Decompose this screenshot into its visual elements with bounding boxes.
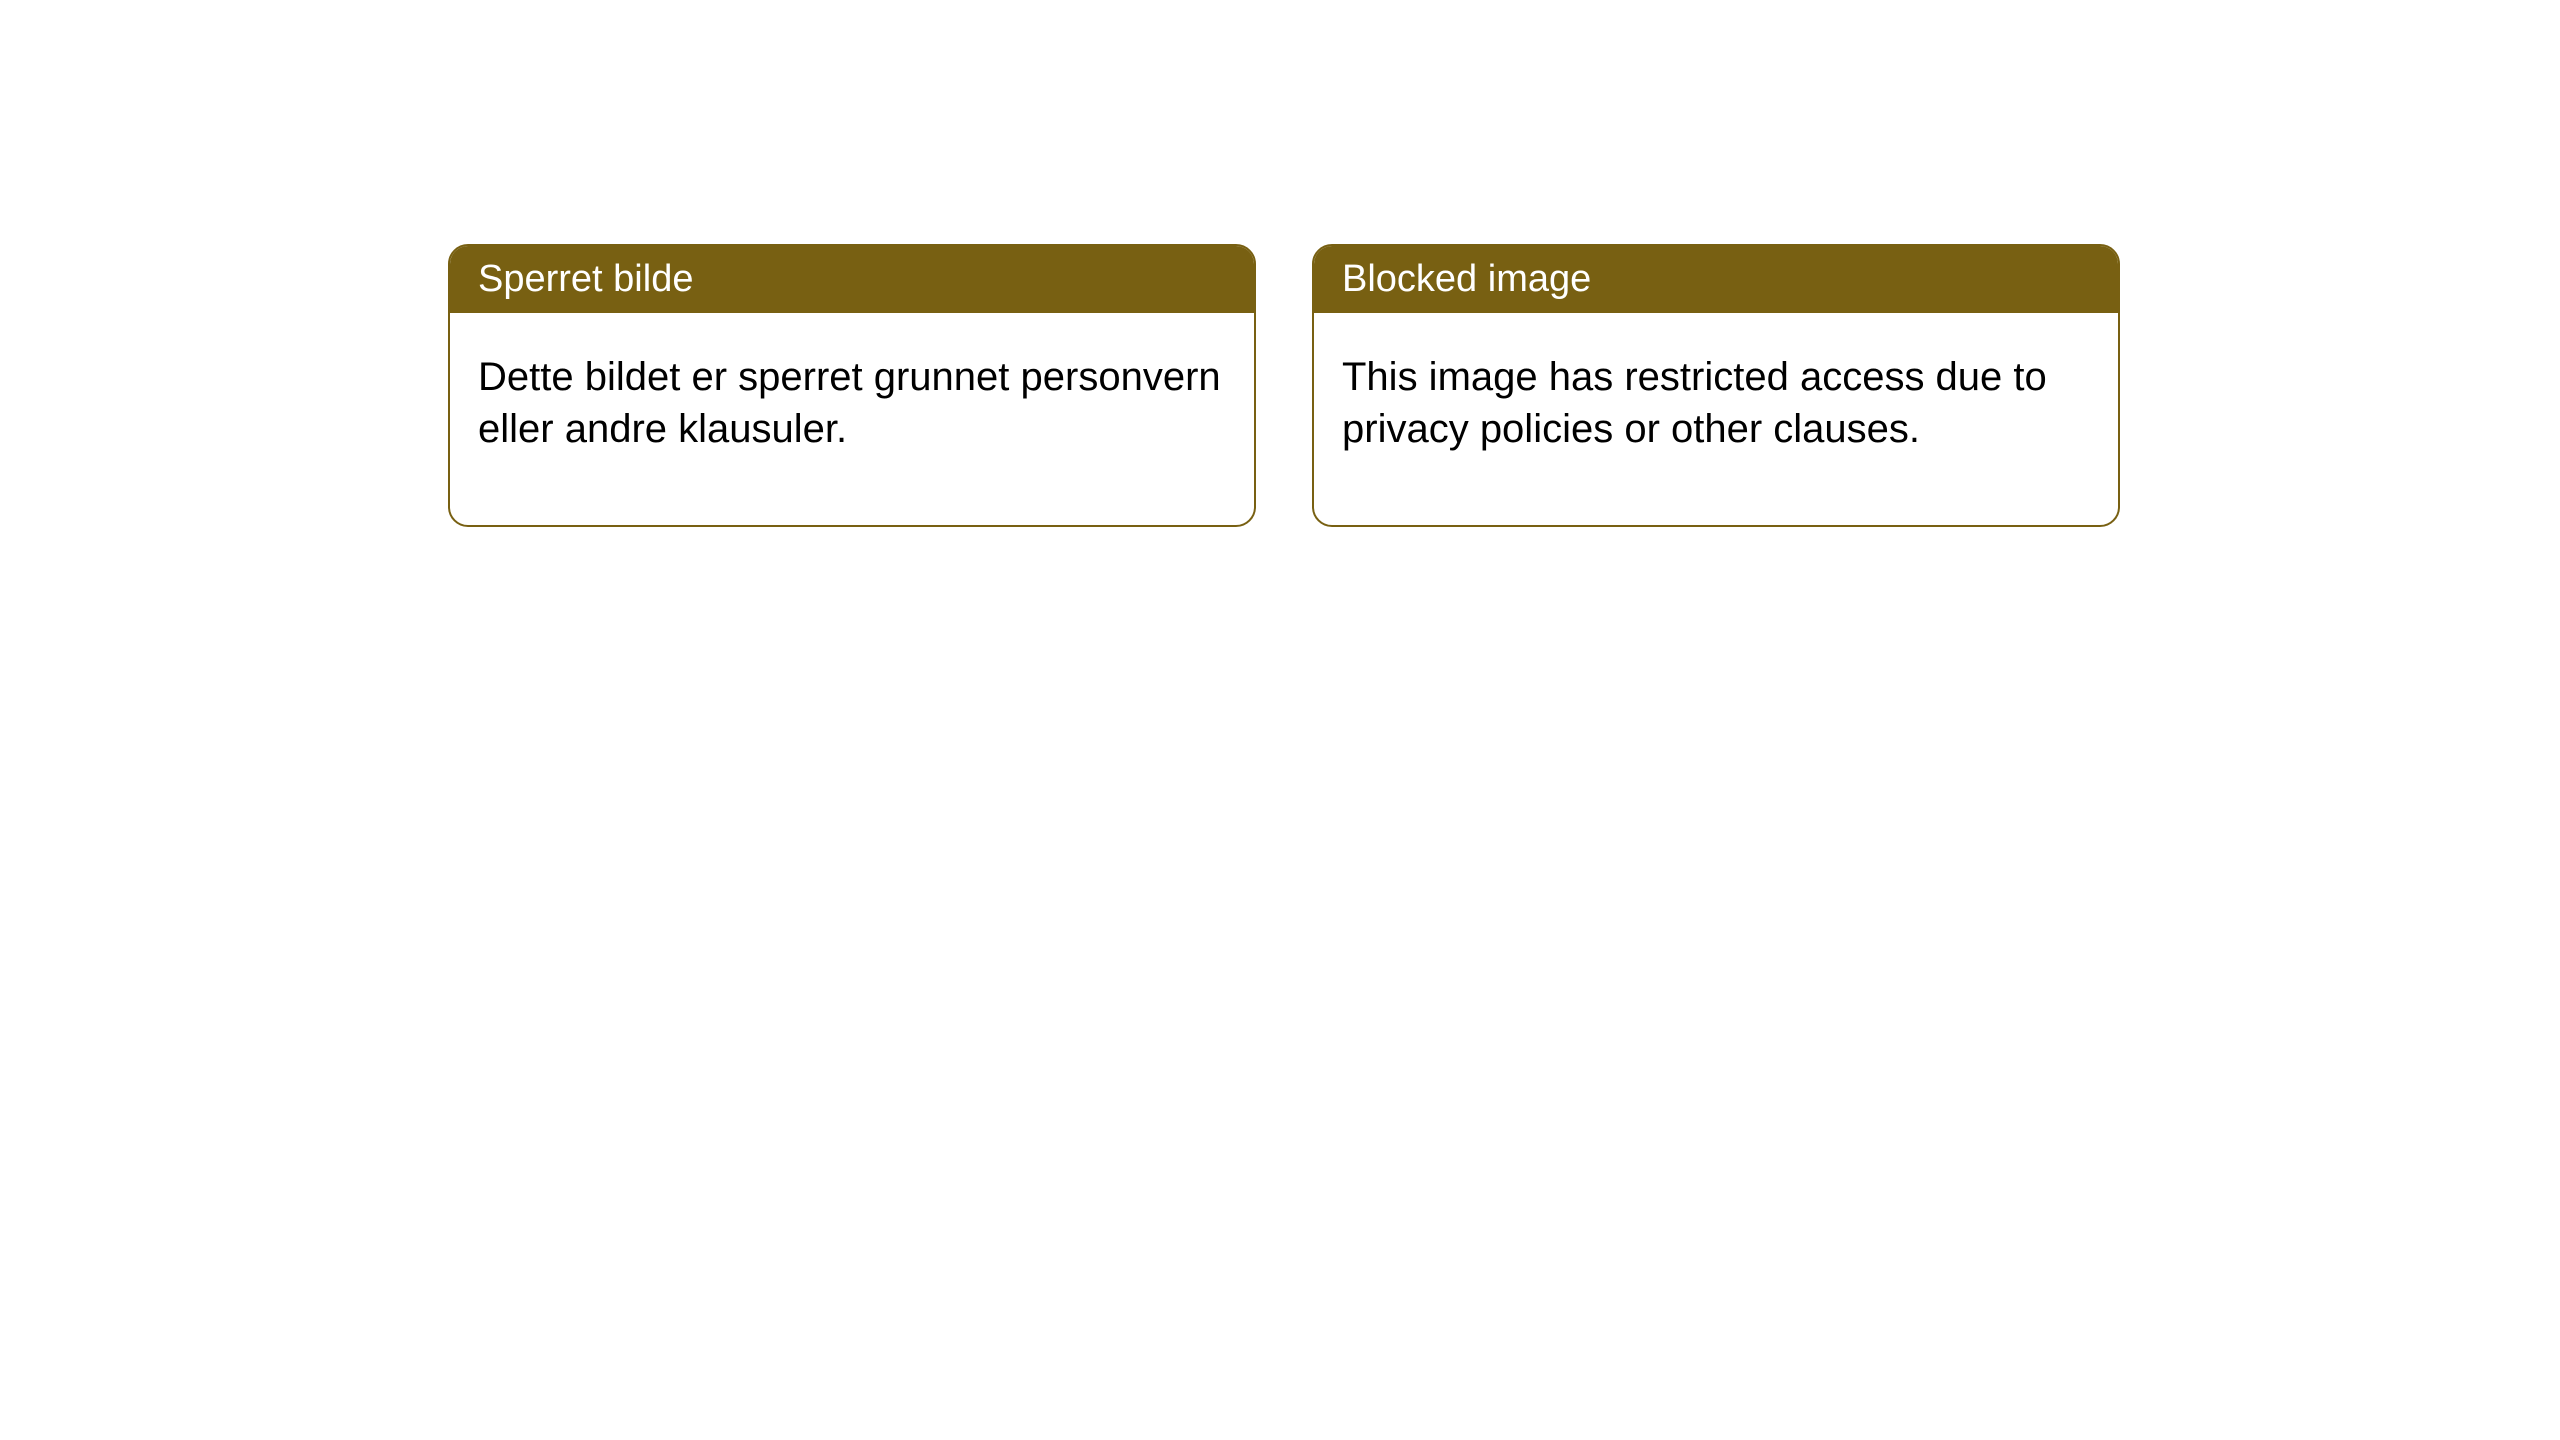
card-title-english: Blocked image (1314, 246, 2118, 313)
card-body-norwegian: Dette bildet er sperret grunnet personve… (450, 313, 1254, 525)
card-body-english: This image has restricted access due to … (1314, 313, 2118, 525)
card-title-norwegian: Sperret bilde (450, 246, 1254, 313)
notice-card-english: Blocked image This image has restricted … (1312, 244, 2120, 527)
notice-card-norwegian: Sperret bilde Dette bildet er sperret gr… (448, 244, 1256, 527)
notice-cards-container: Sperret bilde Dette bildet er sperret gr… (448, 244, 2120, 527)
